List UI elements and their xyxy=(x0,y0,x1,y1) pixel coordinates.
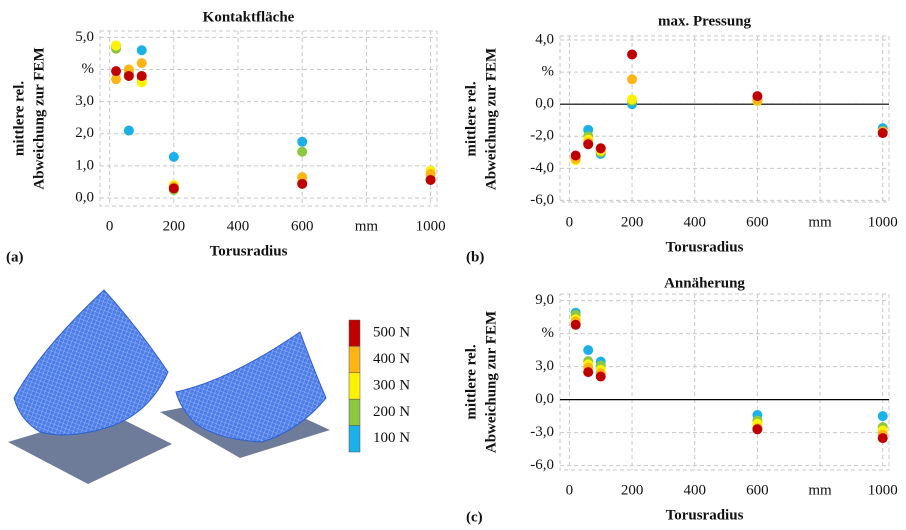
data-point xyxy=(627,94,638,105)
x-tick-label: 1000 xyxy=(868,482,898,498)
x-axis-title: Torusradius xyxy=(666,239,744,255)
data-point xyxy=(123,125,134,136)
y-tick-label: -2,0 xyxy=(530,128,554,144)
legend-swatch xyxy=(348,346,361,374)
chart-title: max. Pressung xyxy=(658,13,752,29)
surface-illustration xyxy=(8,289,330,484)
x-axis-title: Torusradius xyxy=(210,243,288,259)
y-tick-label: 0,0 xyxy=(535,96,554,112)
x-tick-label: 1000 xyxy=(868,214,898,230)
data-point xyxy=(570,150,581,161)
legend-label: 400 N xyxy=(373,351,410,367)
x-tick-label: 400 xyxy=(683,482,706,498)
legend-swatch xyxy=(348,372,361,400)
data-point xyxy=(595,143,606,154)
legend-swatch xyxy=(348,319,361,347)
data-point xyxy=(297,178,308,189)
panel-label: (a) xyxy=(6,249,24,265)
data-point xyxy=(136,58,147,69)
y-tick-label: -4,0 xyxy=(530,160,554,176)
legend-label: 200 N xyxy=(373,404,410,420)
data-point xyxy=(595,371,606,382)
y-axis-title: Abweichung zur FEM xyxy=(483,48,499,190)
y-tick-label: 3,0 xyxy=(535,358,554,374)
x-tick-label: 200 xyxy=(621,214,644,230)
legend-swatch xyxy=(348,398,361,426)
x-tick-label: mm xyxy=(355,218,379,234)
plot-frame xyxy=(559,293,890,471)
data-point xyxy=(111,74,122,85)
y-tick-label: 3,0 xyxy=(75,93,94,109)
data-point xyxy=(627,74,638,85)
x-tick-label: 0 xyxy=(566,214,574,230)
x-tick-label: 1000 xyxy=(416,218,446,234)
y-tick-label: 0,0 xyxy=(535,391,554,407)
y-tick-label: 1,0 xyxy=(75,157,94,173)
y-tick-label: % xyxy=(82,61,95,77)
x-tick-label: 400 xyxy=(683,214,706,230)
mesh-surface xyxy=(175,331,327,443)
data-point xyxy=(136,45,147,56)
data-point xyxy=(752,91,763,102)
legend-label: 500 N xyxy=(373,325,410,341)
data-point xyxy=(123,70,134,81)
y-tick-label: 5,0 xyxy=(75,29,94,45)
data-point xyxy=(627,49,638,60)
mesh-surface xyxy=(13,289,169,436)
y-tick-label: 0,0 xyxy=(75,189,94,205)
y-axis-title: mittlere rel. xyxy=(11,81,27,156)
data-point xyxy=(752,424,763,435)
chart-title: Annäherung xyxy=(664,275,745,291)
data-point xyxy=(136,70,147,81)
plot-frame xyxy=(559,35,890,203)
y-tick-label: 4,0 xyxy=(535,31,554,47)
data-point xyxy=(168,151,179,162)
data-point xyxy=(425,174,436,185)
data-point xyxy=(877,411,888,422)
x-tick-label: mm xyxy=(808,214,832,230)
data-point xyxy=(168,183,179,194)
x-tick-label: 200 xyxy=(163,218,186,234)
y-tick-label: -3,0 xyxy=(530,424,554,440)
y-tick-label: 2,0 xyxy=(75,125,94,141)
y-tick-label: -6,0 xyxy=(530,457,554,473)
data-point xyxy=(111,40,122,51)
data-point xyxy=(583,345,594,356)
y-axis-title: mittlere rel. xyxy=(463,81,479,156)
chart-title: Kontaktfläche xyxy=(203,9,295,25)
x-tick-label: 600 xyxy=(291,218,314,234)
x-tick-label: 200 xyxy=(621,482,644,498)
x-axis-title: Torusradius xyxy=(666,507,744,523)
x-tick-label: mm xyxy=(808,482,832,498)
data-point xyxy=(877,128,888,139)
data-point xyxy=(583,139,594,150)
data-point xyxy=(570,319,581,330)
panel-label: (c) xyxy=(466,509,483,525)
y-tick-label: -6,0 xyxy=(530,192,554,208)
x-tick-label: 600 xyxy=(746,482,769,498)
x-tick-label: 0 xyxy=(566,482,574,498)
panel-label: (b) xyxy=(466,249,484,265)
data-point xyxy=(877,433,888,444)
data-point xyxy=(111,66,122,77)
y-axis-title: mittlere rel. xyxy=(463,344,479,419)
y-tick-label: % xyxy=(542,64,555,80)
y-tick-label: 9,0 xyxy=(535,292,554,308)
data-point xyxy=(583,367,594,378)
x-tick-label: 400 xyxy=(227,218,250,234)
legend-label: 100 N xyxy=(373,430,410,446)
y-axis-title: Abweichung zur FEM xyxy=(483,311,499,453)
data-point xyxy=(297,146,308,157)
legend-swatch xyxy=(348,425,361,453)
plot-frame xyxy=(99,30,438,207)
legend-label: 300 N xyxy=(373,377,410,393)
x-tick-label: 600 xyxy=(746,214,769,230)
data-point xyxy=(297,136,308,147)
y-axis-title: Abweichung zur FEM xyxy=(31,47,47,189)
x-tick-label: 0 xyxy=(106,218,114,234)
y-tick-label: % xyxy=(542,325,555,341)
